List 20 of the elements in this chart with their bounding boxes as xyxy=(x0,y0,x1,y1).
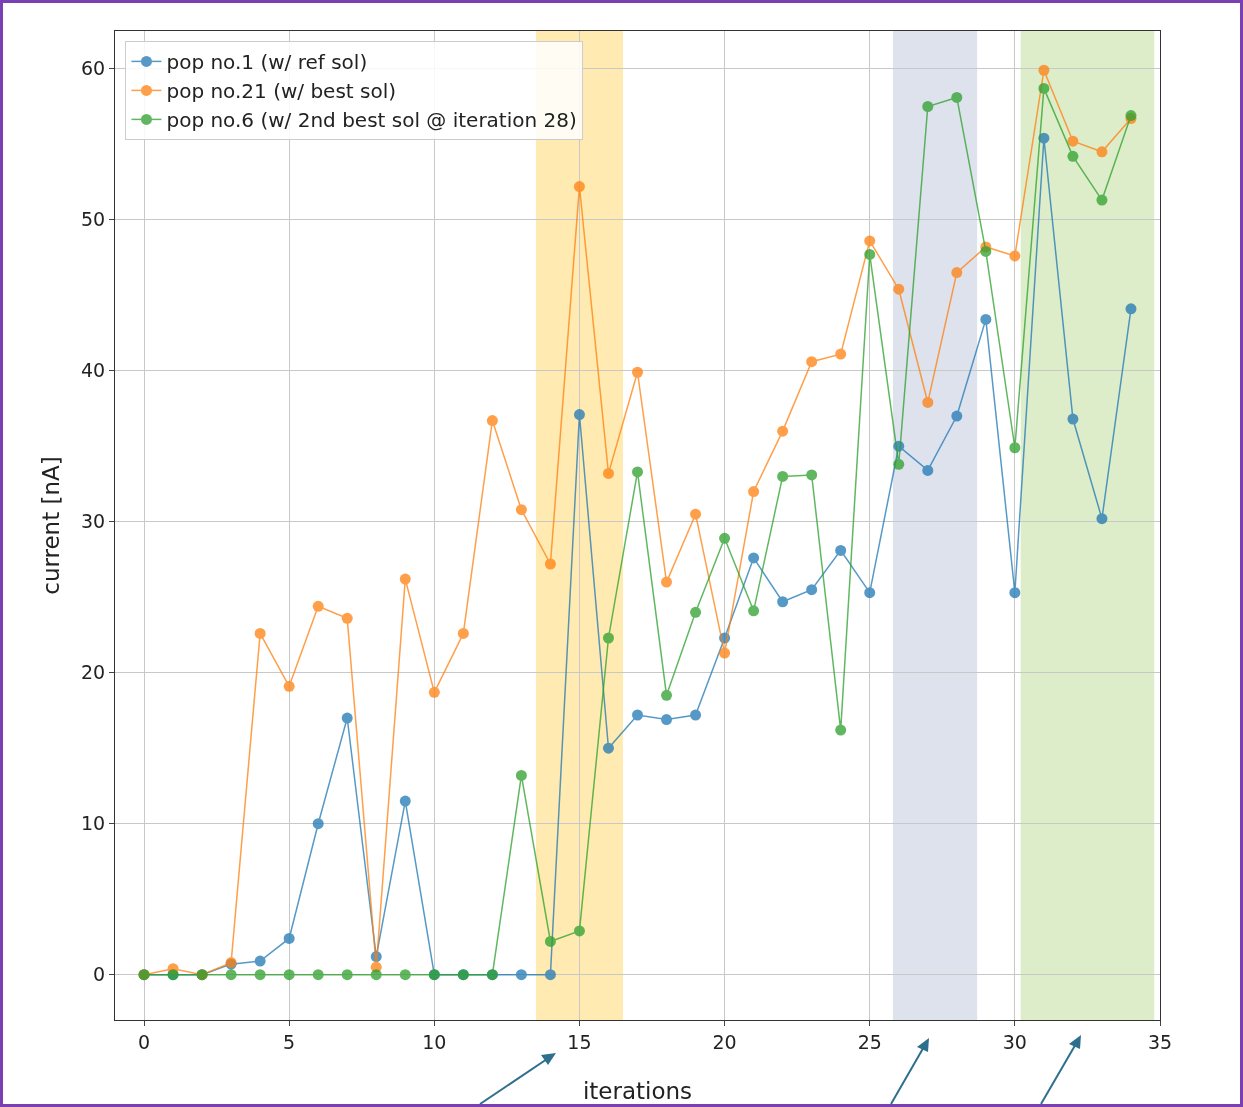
y-tick-label: 60 xyxy=(81,57,106,80)
y-tick-label: 50 xyxy=(81,208,106,231)
y-tick-label: 0 xyxy=(93,963,106,986)
y-tick-label: 30 xyxy=(81,510,106,533)
x-tick-label: 25 xyxy=(857,1030,882,1053)
x-tick-label: 10 xyxy=(422,1030,447,1053)
x-tick-label: 35 xyxy=(1147,1030,1173,1053)
x-tick-label: 15 xyxy=(567,1030,592,1053)
legend-label: pop no.6 (w/ 2nd best sol @ iteration 28) xyxy=(166,108,577,133)
legend-label: pop no.21 (w/ best sol) xyxy=(166,79,397,104)
x-tick-label: 0 xyxy=(137,1030,151,1053)
x-tick-label: 30 xyxy=(1002,1030,1027,1053)
x-tick-label: 5 xyxy=(283,1030,296,1053)
y-tick-label: 20 xyxy=(81,661,106,684)
x-tick-label: 20 xyxy=(712,1030,737,1053)
y-tick-label: 40 xyxy=(81,359,106,382)
legend-label: pop no.1 (w/ ref sol) xyxy=(166,50,368,75)
y-tick-label: 10 xyxy=(81,812,106,835)
x-axis-title: iterations xyxy=(582,1078,693,1104)
y-axis-title: current [nA] xyxy=(38,456,64,595)
